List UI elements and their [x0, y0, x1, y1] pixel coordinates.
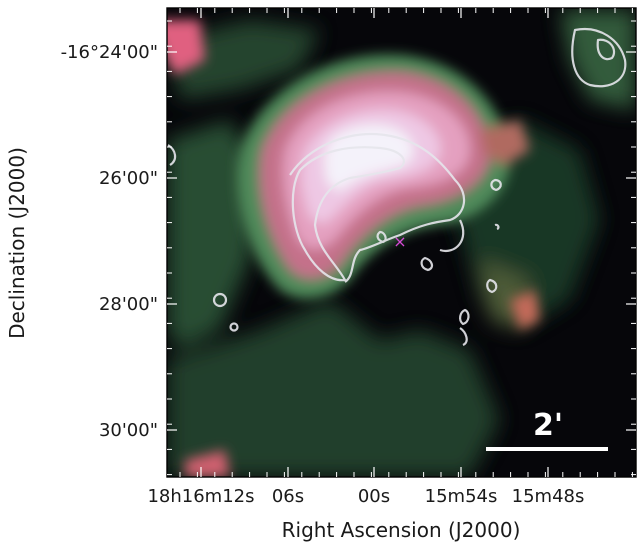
plot-frame: [166, 7, 637, 478]
x-tick-label: 15m48s: [512, 486, 585, 507]
x-tick-label: 00s: [358, 486, 390, 507]
y-tick-label: -16°24'00": [61, 42, 158, 63]
x-tick-labels: 18h16m12s 06s 00s 15m54s 15m48s: [147, 486, 584, 507]
y-tick-label: 28'00": [99, 294, 158, 315]
xray-image-panel: × 2': [167, 8, 636, 477]
x-axis-label: Right Ascension (J2000): [282, 518, 521, 542]
y-axis-label: Declination (J2000): [5, 147, 29, 339]
source-marker-icon: ×: [393, 232, 406, 251]
x-tick-label: 18h16m12s: [147, 486, 254, 507]
x-tick-label: 15m54s: [425, 486, 498, 507]
minor-ticks: [167, 8, 636, 477]
y-tick-label: 26'00": [99, 168, 158, 189]
y-tick-label: 30'00": [99, 420, 158, 441]
scale-bar: 2': [486, 408, 608, 451]
y-tick-labels: -16°24'00" 26'00" 28'00" 30'00": [61, 42, 158, 441]
remnant-shell: [167, 20, 540, 477]
scale-bar-line: [486, 447, 608, 451]
scale-bar-label: 2': [533, 408, 563, 443]
x-tick-label: 06s: [272, 486, 304, 507]
radio-contours: [167, 27, 627, 347]
axis-ticks: [167, 8, 636, 477]
